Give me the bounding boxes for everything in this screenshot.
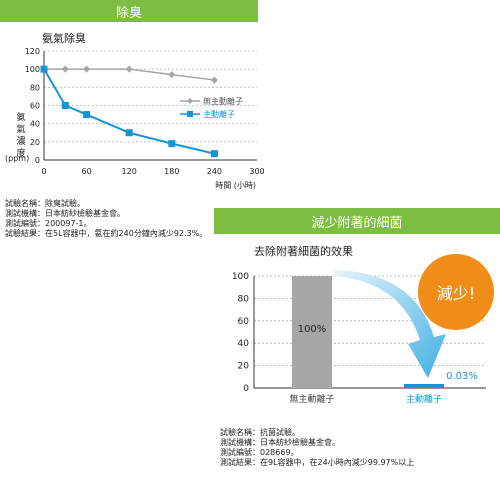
line-chart-title: 氨氣除臭 xyxy=(42,32,86,45)
line-xtick-label: 240 xyxy=(207,167,222,176)
line-xtick-label: 60 xyxy=(82,167,92,176)
line-point xyxy=(210,150,218,158)
line-point xyxy=(40,65,48,73)
line-ytick-label: 20 xyxy=(30,138,40,147)
legend-marker xyxy=(187,98,193,104)
bar-value-label: 100% xyxy=(298,324,327,335)
bar-ytick-label: 0 xyxy=(243,384,249,394)
bar-value-label: 0.03% xyxy=(446,371,478,382)
ylabel-char: 氨 xyxy=(16,113,26,123)
note-line: 測試機構：日本紡紗檢驗基金會。 xyxy=(5,209,125,218)
line-ytick-label: 40 xyxy=(30,120,40,129)
deodorize-notes: 試驗名稱：除臭試驗。 測試機構：日本紡紗檢驗基金會。 測試編號：200097-1… xyxy=(5,199,207,239)
bar xyxy=(292,276,332,388)
line-point xyxy=(125,65,133,73)
line-ytick-label: 120 xyxy=(25,47,40,56)
note-line: 試驗結果：在5L容器中，氨在約240分鐘內減少92.3%。 xyxy=(5,229,208,238)
line-xtick-label: 0 xyxy=(41,167,46,176)
bar-category-label: 無主動離子 xyxy=(289,393,334,405)
bar-ytick-label: 40 xyxy=(238,339,250,349)
line-xlabel: 時間 (小時) xyxy=(215,181,256,190)
bacteria-notes: 試驗名稱：抗菌試驗。 測試機構：日本紡紗檢驗基金會。 測試編號：028669。 … xyxy=(220,428,414,468)
ylabel-char: 氣 xyxy=(16,125,26,135)
legend-label: 無主動離子 xyxy=(203,96,243,106)
bar xyxy=(404,384,444,388)
legend-marker xyxy=(187,111,193,117)
line-xtick-label: 120 xyxy=(122,167,137,176)
note-line: 試驗名稱：抗菌試驗。 xyxy=(220,428,300,437)
note-line: 測試編號：200097-1。 xyxy=(5,219,92,228)
line-series-2 xyxy=(43,68,215,155)
bar-category-label: 主動離子 xyxy=(406,393,442,405)
line-point xyxy=(83,111,91,119)
bar-ytick-label: 20 xyxy=(238,362,250,372)
note-line: 試驗名稱：除臭試驗。 xyxy=(5,199,85,208)
note-line: 測試結果：在9L容器中，在24小時內減少99.97%以上 xyxy=(220,458,415,467)
bar-chart-title: 去除附著細菌的效果 xyxy=(254,245,353,258)
line-point xyxy=(83,65,91,73)
line-point xyxy=(125,129,133,137)
bar-ytick-label: 60 xyxy=(238,317,250,327)
line-point xyxy=(61,65,69,73)
ylabel-char: 濃 xyxy=(16,137,26,147)
line-chart-ylabel: 氨 氣 濃 度 xyxy=(14,112,28,160)
line-point xyxy=(61,102,69,109)
line-ytick-label: 0 xyxy=(35,156,40,165)
deodorize-header: 除臭 xyxy=(0,0,258,22)
bar-ytick-label: 80 xyxy=(238,294,250,304)
line-ytick-label: 60 xyxy=(30,102,40,111)
ylabel-char: 度 xyxy=(16,149,26,159)
bacteria-header: 減少附著的細菌 xyxy=(214,208,500,234)
line-xtick-label: 180 xyxy=(164,167,179,176)
line-chart-yunit: (ppm) xyxy=(5,154,30,163)
legend-label: 主動離子 xyxy=(203,109,235,119)
line-ytick-label: 100 xyxy=(25,65,40,74)
note-line: 測試編號：028669。 xyxy=(220,448,299,457)
line-ytick-label: 80 xyxy=(30,83,40,92)
bar-ytick-label: 100 xyxy=(232,272,249,282)
line-point xyxy=(168,140,176,148)
reduce-badge: 減少! xyxy=(418,254,494,330)
line-point xyxy=(210,76,218,84)
line-point xyxy=(168,71,176,79)
line-xtick-label: 300 xyxy=(249,167,264,176)
note-line: 測試機構：日本紡紗檢驗基金會。 xyxy=(220,438,340,447)
reduction-arrow xyxy=(334,270,446,378)
line-series-1 xyxy=(44,68,215,81)
